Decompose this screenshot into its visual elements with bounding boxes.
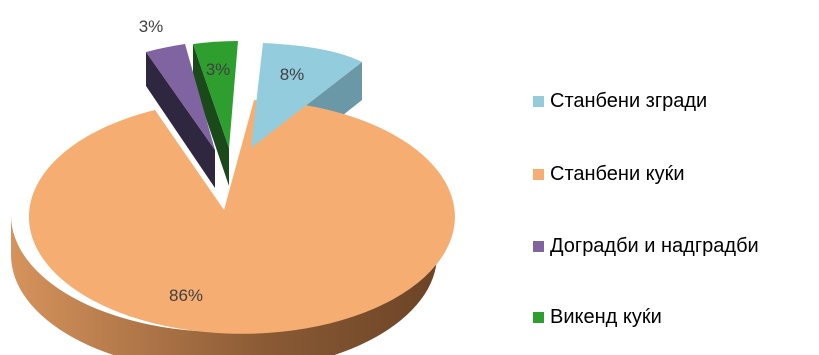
slice-stanbeni-zgradi — [251, 43, 362, 148]
slice-side-vikend-kuki — [193, 44, 229, 186]
legend-swatch — [533, 240, 544, 252]
pie-top-layer — [28, 41, 455, 334]
slice-stanbeni-kuki — [28, 100, 455, 334]
legend-item-dogradbi: Доградби и надградби — [533, 233, 759, 259]
legend-label: Станбени згради — [550, 89, 708, 112]
legend-item-stanbeni-kuki: Станбени куќи — [533, 161, 685, 187]
pie-label-layer: 8% 86% 3% 3% — [139, 17, 305, 305]
slice-dogradbi — [146, 44, 215, 150]
data-label-stanbeni-zgradi: 8% — [280, 65, 305, 84]
data-label-stanbeni-kuki: 86% — [169, 286, 203, 305]
data-label-dogradbi: 3% — [139, 17, 164, 36]
legend-label: Станбени куќи — [550, 162, 685, 185]
legend-label: Доградби и надградби — [550, 234, 759, 257]
slice-vikend-kuki — [193, 41, 238, 148]
legend-swatch — [533, 95, 544, 107]
slice-side-dogradbi — [146, 52, 215, 188]
legend-item-vikend-kuki: Викенд куќи — [533, 304, 662, 330]
data-label-vikend-kuki: 3% — [206, 60, 231, 79]
legend-label: Викенд куќи — [550, 305, 662, 328]
legend-swatch — [533, 168, 544, 180]
legend-item-stanbeni-zgradi: Станбени згради — [533, 88, 707, 114]
legend-swatch — [533, 311, 544, 323]
